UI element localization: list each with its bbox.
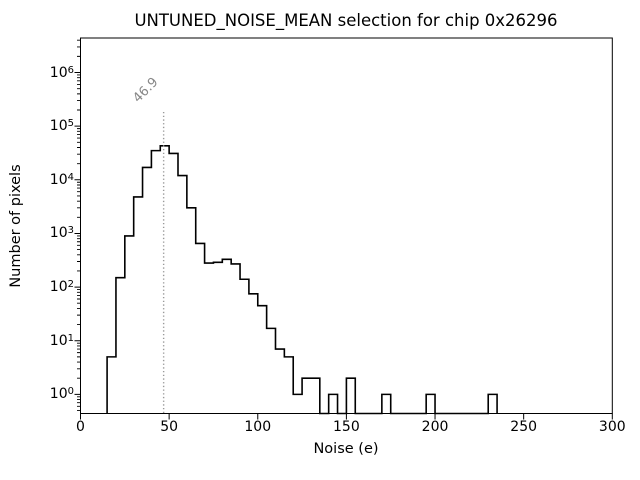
x-tick-label: 0 xyxy=(76,419,85,435)
axes-frame xyxy=(80,37,613,414)
x-tick-label: 150 xyxy=(333,419,360,435)
y-tick-label: 104 xyxy=(49,171,74,188)
x-tick-label: 300 xyxy=(598,419,626,435)
y-tick-label: 103 xyxy=(49,225,74,242)
y-tick-label: 102 xyxy=(49,279,74,296)
x-tick-label: 100 xyxy=(244,419,272,435)
x-axis-label: Noise (e) xyxy=(313,441,379,457)
x-tick-label: 50 xyxy=(160,419,179,435)
y-tick-label: 106 xyxy=(49,64,74,81)
minor-ticks xyxy=(77,39,81,411)
x-tick-label: 200 xyxy=(421,419,449,435)
major-ticks xyxy=(74,72,613,420)
chart-title: UNTUNED_NOISE_MEAN selection for chip 0x… xyxy=(134,11,558,30)
y-tick-label: 105 xyxy=(49,118,74,135)
x-tick-label: 250 xyxy=(510,419,538,435)
y-tick-label: 100 xyxy=(49,386,74,403)
histogram-step-line xyxy=(106,145,498,415)
y-tick-label: 101 xyxy=(49,332,74,349)
